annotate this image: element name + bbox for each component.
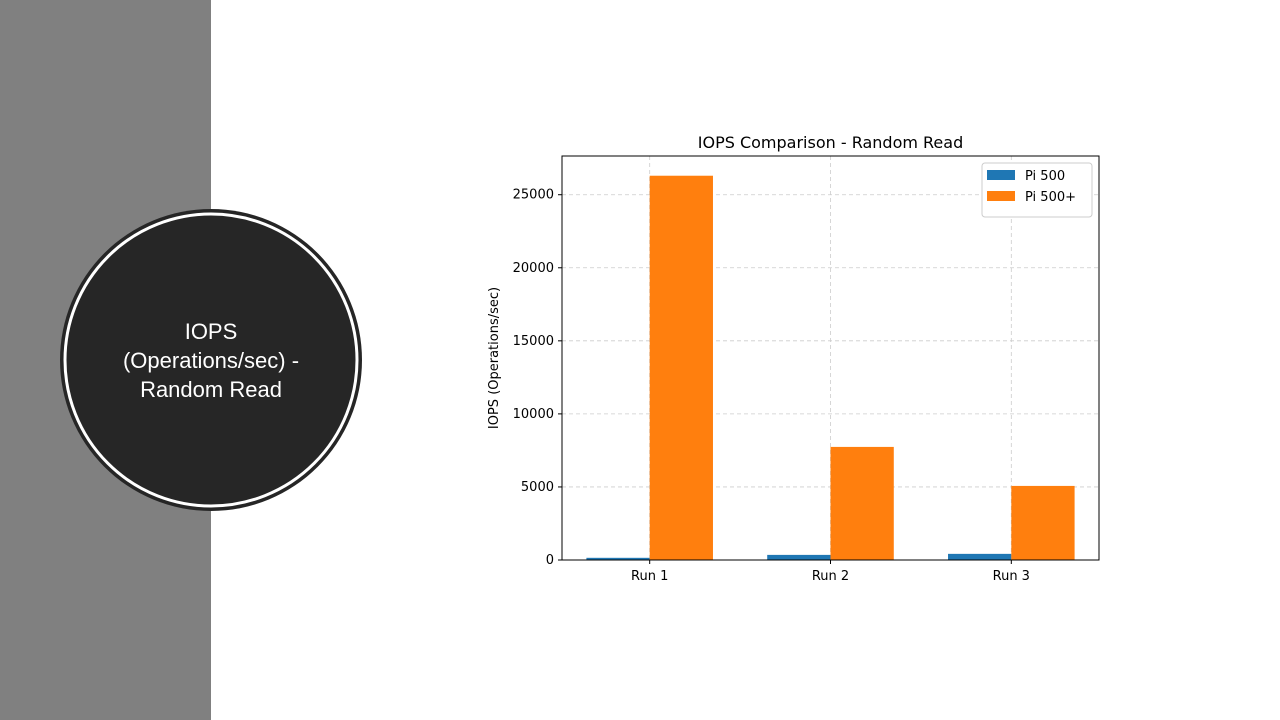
y-axis-label: IOPS (Operations/sec) (487, 287, 502, 429)
y-tick-label: 0 (546, 553, 554, 568)
y-tick-label: 15000 (513, 334, 554, 349)
circle-ring (63, 212, 359, 508)
x-tick-label: Run 3 (993, 569, 1030, 584)
bar (767, 554, 831, 560)
y-tick-label: 10000 (513, 407, 554, 422)
y-tick-label: 5000 (521, 480, 554, 495)
circle-outer (60, 209, 362, 511)
plot-frame (561, 155, 1100, 561)
bar (586, 557, 650, 560)
bar (830, 446, 894, 560)
legend-label: Pi 500 (1025, 169, 1065, 184)
y-tick-label: 20000 (513, 261, 554, 276)
bar (1011, 485, 1075, 560)
legend-label: Pi 500+ (1025, 190, 1076, 205)
x-tick-label: Run 2 (812, 569, 849, 584)
legend-swatch (987, 170, 1015, 180)
chart-title: IOPS Comparison - Random Read (698, 133, 963, 152)
bar (948, 553, 1012, 560)
legend-swatch (987, 191, 1015, 201)
chart: 0 5000 10000 15000 20000 25000 Run 1 Run 2 Run 3… (487, 133, 1100, 584)
x-tick-label: Run 1 (631, 569, 668, 584)
bar (649, 175, 713, 560)
slide-title: IOPS (Operations/sec) - Random Read (122, 318, 300, 402)
y-tick-label: 25000 (513, 188, 554, 203)
